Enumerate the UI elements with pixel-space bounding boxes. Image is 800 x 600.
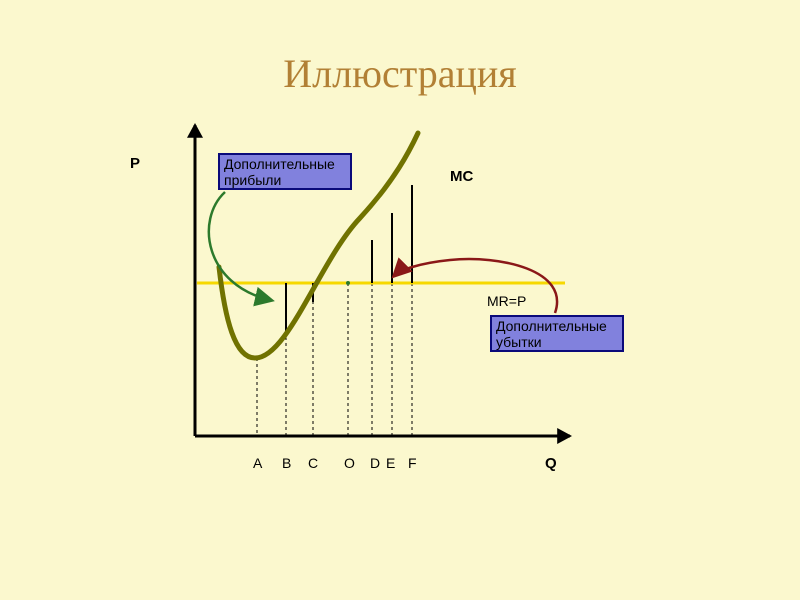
x-tick-F: F xyxy=(408,455,417,471)
loss-callout-line1: Дополнительные xyxy=(496,318,607,334)
x-tick-D: D xyxy=(370,455,380,471)
x-tick-A: A xyxy=(253,455,262,471)
x-tick-O: O xyxy=(344,455,355,471)
x-tick-C: C xyxy=(308,455,318,471)
x-axis-label: Q xyxy=(545,455,557,472)
x-tick-B: B xyxy=(282,455,291,471)
loss-callout-line2: убытки xyxy=(496,334,542,350)
loss-callout: Дополнительные убытки xyxy=(490,315,624,352)
x-tick-E: E xyxy=(386,455,395,471)
profit-callout-line2: прибыли xyxy=(224,172,281,188)
mc-label: MC xyxy=(450,168,473,185)
mr-label: MR=P xyxy=(487,293,526,309)
slide: Иллюстрация P Q MC MR=P Дополнительные п… xyxy=(0,0,800,600)
profit-callout-line1: Дополнительные xyxy=(224,156,335,172)
profit-callout: Дополнительные прибыли xyxy=(218,153,352,190)
diagram-svg xyxy=(0,0,800,600)
y-axis-label: P xyxy=(130,155,140,172)
